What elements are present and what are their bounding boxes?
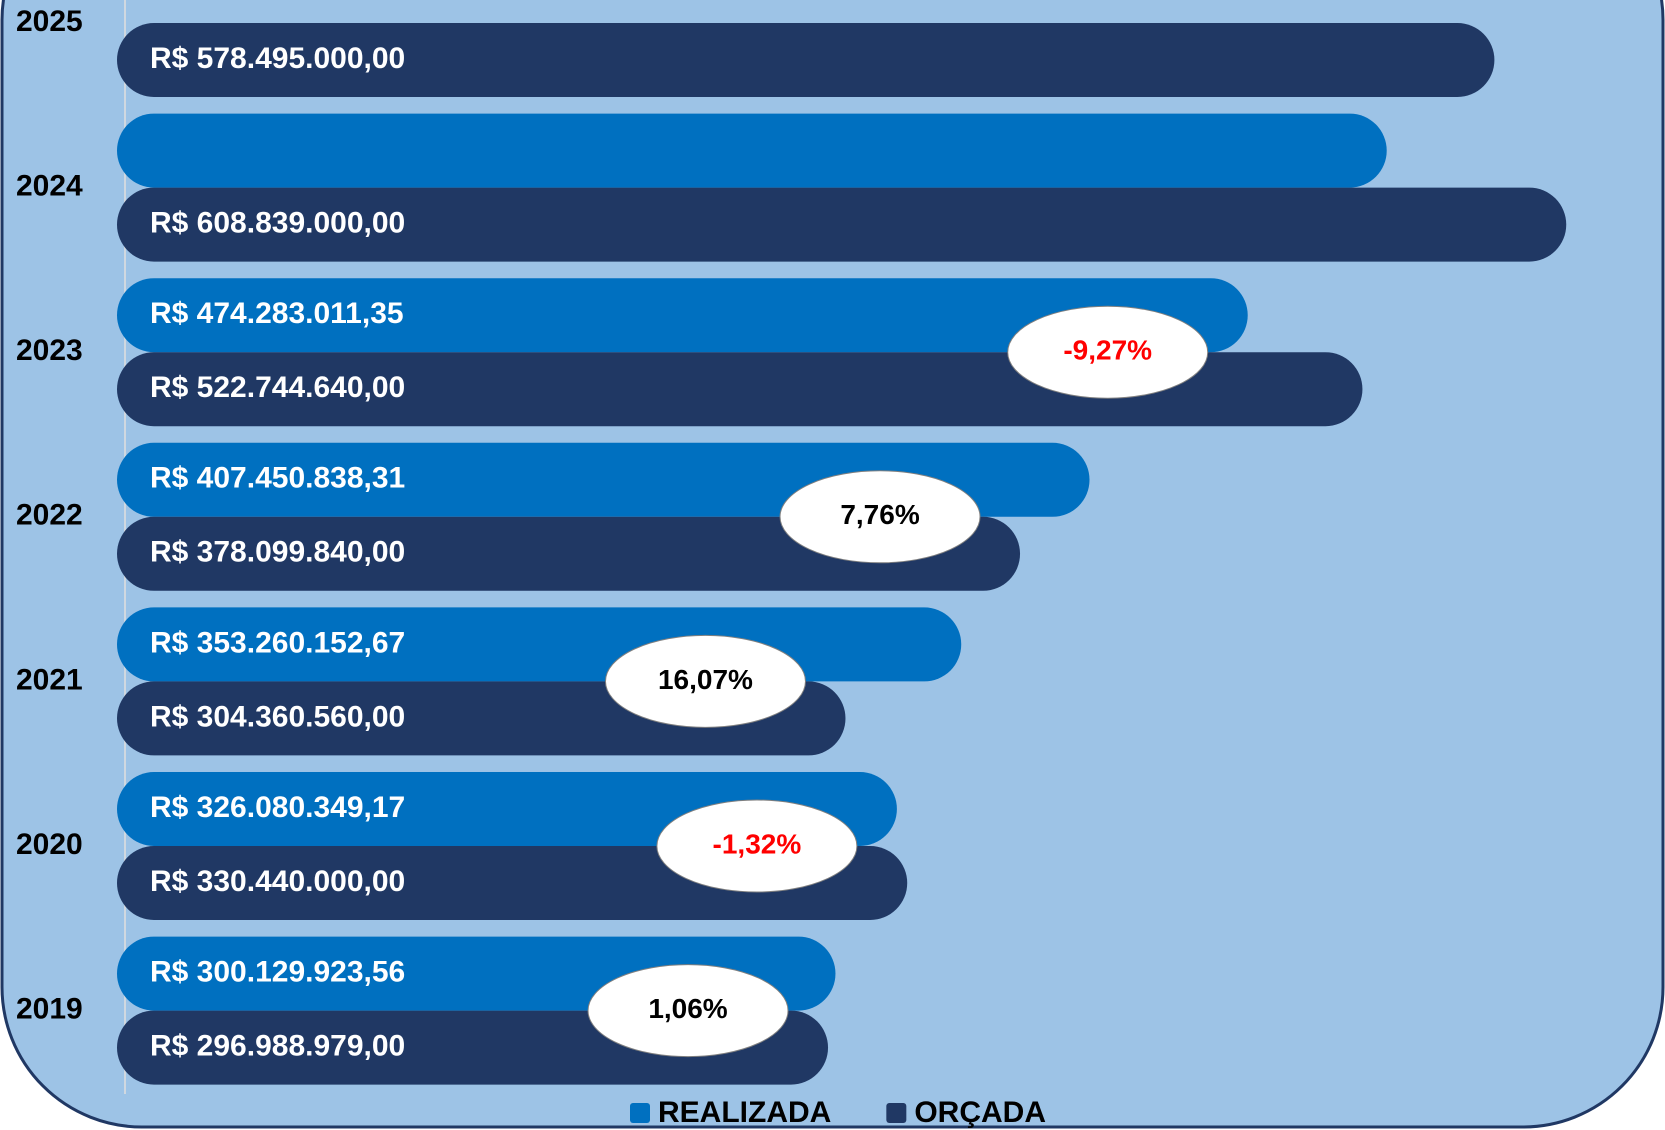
variation-bubble (1007, 305, 1209, 399)
value-label: R$ 608.839.000,00 (150, 207, 405, 240)
bar (117, 187, 1567, 262)
year-label: 2024 (16, 170, 83, 203)
year-label: 2023 (16, 334, 83, 367)
value-label: R$ 296.988.979,00 (150, 1030, 405, 1063)
value-label: R$ 522.744.640,00 (150, 371, 405, 404)
variation-bubble (779, 470, 981, 564)
value-label: R$ 304.360.560,00 (150, 700, 405, 733)
bar (117, 23, 1495, 97)
value-label: R$ 578.495.000,00 (150, 42, 405, 75)
value-label: R$ 353.260.152,67 (150, 626, 405, 659)
variation-label: 16,07% (658, 664, 753, 695)
year-label: 2022 (16, 499, 83, 532)
variation-bubble (656, 799, 858, 893)
legend-label: ORÇADA (914, 1096, 1046, 1129)
bar (117, 113, 1387, 188)
variation-label: 7,76% (840, 499, 919, 530)
year-label: 2021 (16, 663, 83, 696)
variation-bubble (587, 964, 789, 1058)
year-label: 2020 (16, 828, 83, 861)
value-label: R$ 326.080.349,17 (150, 791, 405, 824)
value-label: R$ 300.129.923,56 (150, 956, 405, 989)
year-label: 2019 (16, 993, 83, 1026)
legend-swatch (886, 1103, 907, 1123)
variation-label: -1,32% (713, 828, 802, 859)
value-label: R$ 474.283.011,35 (150, 297, 404, 330)
value-label: R$ 330.440.000,00 (150, 865, 405, 898)
legend-swatch (630, 1103, 650, 1123)
variation-bubble (604, 634, 806, 728)
bar (117, 278, 1248, 353)
variation-label: -9,27% (1063, 335, 1152, 366)
value-label: R$ 378.099.840,00 (150, 536, 405, 569)
value-label: R$ 407.450.838,31 (150, 462, 405, 495)
legend-label: REALIZADA (658, 1096, 831, 1129)
variation-label: 1,06% (648, 993, 727, 1024)
year-label: 2025 (16, 5, 83, 38)
